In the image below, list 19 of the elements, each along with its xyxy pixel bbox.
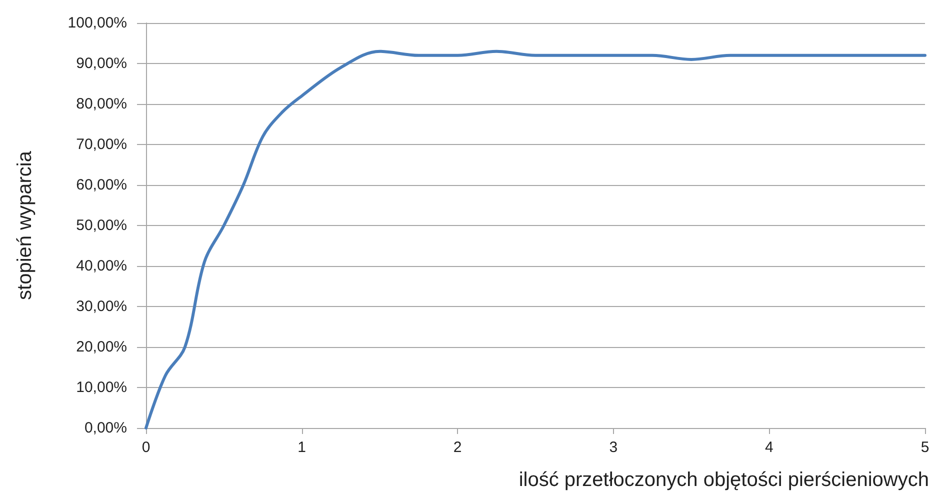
y-tick-label: 100,00%: [68, 14, 127, 32]
x-tick-label: 5: [920, 439, 930, 456]
y-tick-label: 90,00%: [76, 55, 127, 72]
x-tick-label: 0: [142, 439, 150, 456]
x-tick-label: 1: [298, 439, 306, 456]
x-tick-label: 3: [609, 439, 618, 456]
y-tick-label: 80,00%: [76, 96, 127, 112]
y-tick-label: 20,00%: [76, 338, 127, 356]
y-tick-label: 30,00%: [76, 298, 127, 315]
y-tick-label: 40,00%: [76, 258, 127, 274]
y-tick-label: 70,00%: [76, 136, 127, 153]
y-tick-label: 0,00%: [84, 420, 127, 436]
y-tick-label: 10,00%: [76, 379, 127, 396]
y-axis-title: stopień wyparcia: [14, 150, 36, 300]
x-tick-label: 4: [765, 439, 774, 456]
x-tick-label: 2: [453, 439, 462, 456]
y-tick-label: 60,00%: [76, 176, 127, 194]
y-tick-label: 50,00%: [76, 217, 127, 234]
x-axis-title: ilość przetłoczonych objętości pierścieniowych: [518, 469, 929, 491]
